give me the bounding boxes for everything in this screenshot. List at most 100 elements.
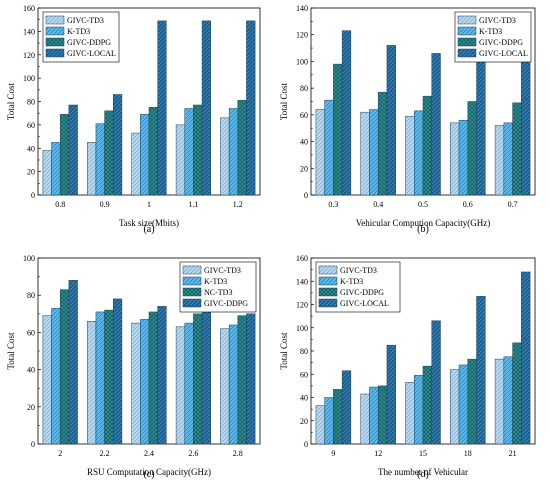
bar-givc-ddpg [333,63,343,196]
bar-givc-local [68,104,78,196]
legend-swatch [457,26,477,36]
x-tick-label: 2.4 [144,449,154,458]
bar-givc-ddpg [193,104,203,196]
x-tick-label: 2.6 [188,449,198,458]
bar-k-td3 [140,319,150,445]
y-tick-label: 60 [27,328,35,337]
bar-givc-td3 [42,315,52,445]
x-tick-label: 0.4 [373,200,383,209]
bar-givc-ddpg [157,306,167,445]
x-tick-label: 0.5 [418,200,428,209]
bar-givc-ddpg [237,100,247,196]
bar-givc-local [157,20,167,196]
legend-label: GIVC-DDPG [67,38,111,47]
y-tick-label: 140 [23,27,35,36]
bar-k-td3 [458,119,469,196]
panel-caption: (a) [143,224,154,235]
bar-k-td3 [324,99,334,196]
bar-givc-local [521,61,531,196]
legend: GIVC-TD3 K-TD3 GIVC-DDPG GIVC-LOCAL [315,261,401,313]
bar-givc-td3 [450,122,460,196]
bar-k-td3 [140,114,150,196]
bar-givc-td3 [405,115,415,196]
bar-givc-ddpg [59,114,70,196]
bar-nc-td3 [237,315,247,445]
bar-k-td3 [414,110,424,196]
bar-k-td3 [458,364,469,445]
x-axis-label: Task size(Mbits) [119,218,179,228]
bar-givc-ddpg [467,358,477,445]
panel-caption: (b) [417,224,429,235]
bar-givc-ddpg [201,309,211,445]
bar-givc-ddpg [104,110,114,196]
legend-swatch [318,276,338,286]
x-axis-label: Vehicular Compution Capacity(GHz) [356,218,490,228]
y-tick-label: 140 [296,277,308,286]
x-tick-label: 1 [147,200,151,209]
x-tick-label: 9 [331,449,335,458]
bar-givc-td3 [220,328,230,445]
bar-k-td3 [324,397,334,445]
legend: GIVC-TD3 K-TD3 NC-TD3 GIVC-DDPG [179,261,257,313]
bar-givc-local [113,94,123,196]
y-tick-label: 40 [27,144,35,153]
legend-swatch [457,37,477,47]
bar-givc-td3 [87,320,97,445]
y-tick-label: 0 [31,191,35,200]
x-tick-label: 12 [374,449,382,458]
x-axis-label: The number of Vehicular [378,467,468,477]
bar-givc-local [246,20,256,196]
legend: GIVC-TD3 K-TD3 GIVC-DDPG GIVC-LOCAL [454,11,532,63]
bar-nc-td3 [104,309,114,445]
bar-k-td3 [414,375,424,445]
y-tick-label: 20 [300,417,308,426]
legend-swatch [318,265,338,275]
legend-swatch [182,298,202,308]
x-tick-label: 0.9 [100,200,110,209]
x-tick-label: 0.3 [328,200,338,209]
y-axis-label: Total Cost [279,332,289,370]
x-tick-label: 0.6 [463,200,473,209]
y-tick-label: 80 [27,291,35,300]
legend-swatch [457,15,477,25]
y-tick-label: 40 [300,394,308,403]
chart-panel-d: 0 20 40 60 80 100 120 140 160 9 12 15 18 21 The number… [279,254,536,480]
bar-givc-td3 [131,132,141,196]
bar-givc-local [476,296,486,445]
legend-swatch [182,287,202,297]
legend-label: GIVC-LOCAL [340,299,389,308]
bar-givc-td3 [87,142,97,196]
x-tick-label: 2 [58,449,62,458]
legend-label: GIVC-TD3 [340,266,377,275]
x-tick-label: 1.1 [188,200,198,209]
legend-label: K-TD3 [67,27,90,36]
bar-givc-td3 [450,369,460,445]
y-tick-label: 20 [27,403,35,412]
bar-k-td3 [369,109,379,196]
bar-k-td3 [95,311,105,445]
x-axis-label: RSU Computation Capacity(GHz) [87,467,211,477]
legend-label: GIVC-LOCAL [479,49,528,58]
bar-k-td3 [184,322,194,445]
bar-givc-ddpg [148,107,158,196]
legend-swatch [318,287,338,297]
x-tick-label: 2.2 [100,449,110,458]
y-tick-label: 60 [300,111,308,120]
legend-swatch [45,37,65,47]
bar-k-td3 [503,356,513,445]
legend-label: GIVC-LOCAL [67,49,116,58]
bar-givc-local [201,20,211,196]
y-tick-label: 40 [300,138,308,147]
bar-k-td3 [184,108,194,196]
y-tick-label: 0 [304,191,308,200]
bar-k-td3 [95,123,105,196]
y-tick-label: 80 [27,98,35,107]
legend-swatch [182,265,202,275]
bar-k-td3 [51,307,61,445]
bar-givc-local [341,370,352,445]
bar-nc-td3 [59,289,70,445]
legend-swatch [457,48,477,58]
panel-caption: (c) [143,469,154,480]
y-tick-label: 120 [23,51,35,60]
y-tick-label: 40 [27,366,35,375]
